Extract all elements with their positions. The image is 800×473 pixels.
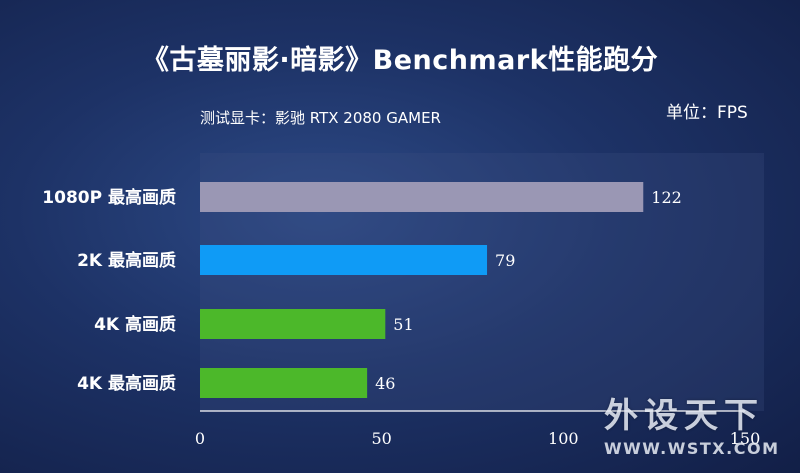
watermark-cn: 外设天下 <box>604 396 764 436</box>
value-label-1: 79 <box>495 251 515 270</box>
category-label-3: 4K 最高画质 <box>77 373 176 394</box>
x-tick-label-3: 150 <box>730 429 761 448</box>
category-label-2: 4K 高画质 <box>94 314 176 335</box>
value-label-2: 51 <box>393 315 413 334</box>
bar-1 <box>200 245 488 275</box>
bar-3 <box>200 368 368 398</box>
chart-subtitle: 测试显卡：影驰 RTX 2080 GAMER <box>200 109 441 127</box>
category-label-1: 2K 最高画质 <box>77 250 176 271</box>
x-ticks-group: 0 50 100 150 <box>195 429 760 448</box>
chart-title: 《古墓丽影·暗影》Benchmark性能跑分 <box>141 45 659 76</box>
x-tick-label-0: 0 <box>195 429 205 448</box>
watermark-en: WWW.WSTX.COM <box>604 439 780 458</box>
value-label-3: 46 <box>375 374 395 393</box>
bars-group: 1080P 最高画质 122 2K 最高画质 79 4K 高画质 51 4K 最高画质 46 <box>42 182 682 398</box>
x-tick-label-2: 100 <box>548 429 579 448</box>
unit-label: 单位：FPS <box>666 103 748 123</box>
category-label-0: 1080P 最高画质 <box>42 187 176 208</box>
bar-2 <box>200 309 386 339</box>
bar-0 <box>200 182 644 212</box>
x-tick-label-1: 50 <box>371 429 391 448</box>
watermark-logo: 外设天下 WWW.WSTX.COM <box>604 388 780 458</box>
value-label-0: 122 <box>651 188 682 207</box>
